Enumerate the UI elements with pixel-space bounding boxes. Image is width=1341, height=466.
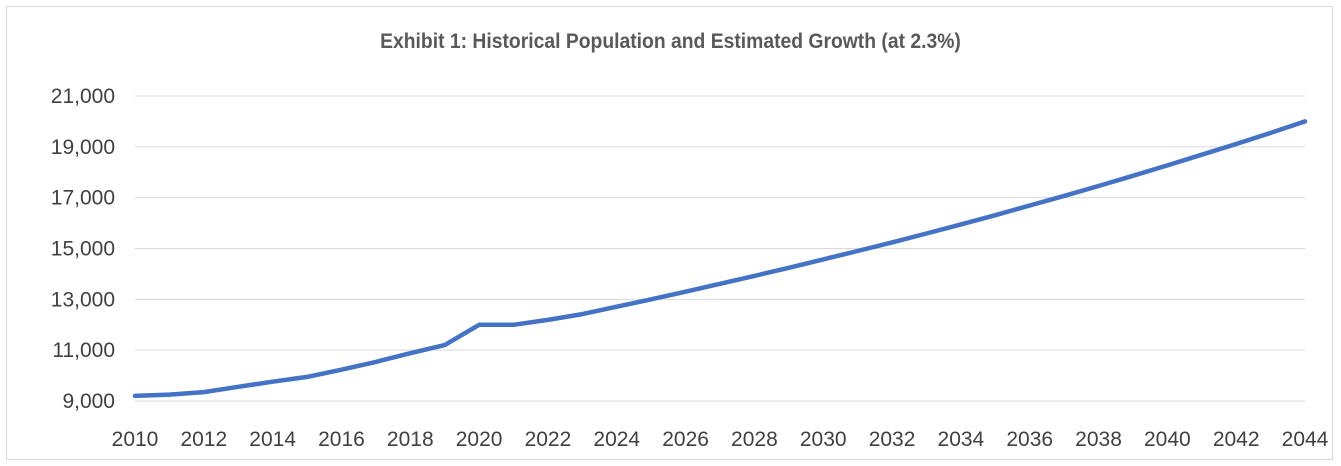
x-tick-label: 2044 (1282, 428, 1329, 451)
x-tick-label: 2042 (1213, 428, 1260, 451)
x-tick-label: 2028 (731, 428, 778, 451)
x-tick-label: 2022 (525, 428, 572, 451)
y-tick-label: 21,000 (51, 85, 115, 108)
y-tick-label: 9,000 (62, 390, 115, 413)
y-tick-label: 19,000 (51, 136, 115, 159)
x-axis-ticks: 2010 2012 2014 2016 2018 2020 2022 2024 2026 2028… (112, 428, 1329, 451)
x-tick-label: 2038 (1075, 428, 1122, 451)
x-tick-label: 2020 (456, 428, 503, 451)
x-tick-label: 2036 (1006, 428, 1053, 451)
y-tick-label: 13,000 (51, 288, 115, 311)
chart-frame (6, 6, 1333, 460)
y-tick-label: 15,000 (51, 238, 115, 261)
x-tick-label: 2012 (180, 428, 227, 451)
chart-title: Exhibit 1: Historical Population and Est… (380, 30, 961, 53)
x-tick-label: 2040 (1144, 428, 1191, 451)
y-axis-ticks: 9,000 11,000 13,000 15,000 17,000 19,000 21,00… (51, 85, 115, 413)
x-tick-label: 2026 (662, 428, 709, 451)
x-tick-label: 2030 (800, 428, 847, 451)
x-tick-label: 2024 (593, 428, 640, 451)
x-tick-label: 2010 (112, 428, 159, 451)
x-tick-label: 2018 (387, 428, 434, 451)
x-tick-label: 2034 (938, 428, 985, 451)
gridlines (135, 95, 1305, 402)
x-tick-label: 2014 (249, 428, 296, 451)
y-tick-label: 17,000 (51, 187, 115, 210)
x-tick-label: 2016 (318, 428, 365, 451)
series-line-0 (132, 119, 1308, 399)
x-tick-label: 2032 (869, 428, 916, 451)
y-tick-label: 11,000 (52, 339, 115, 362)
series-layer (132, 119, 1308, 399)
